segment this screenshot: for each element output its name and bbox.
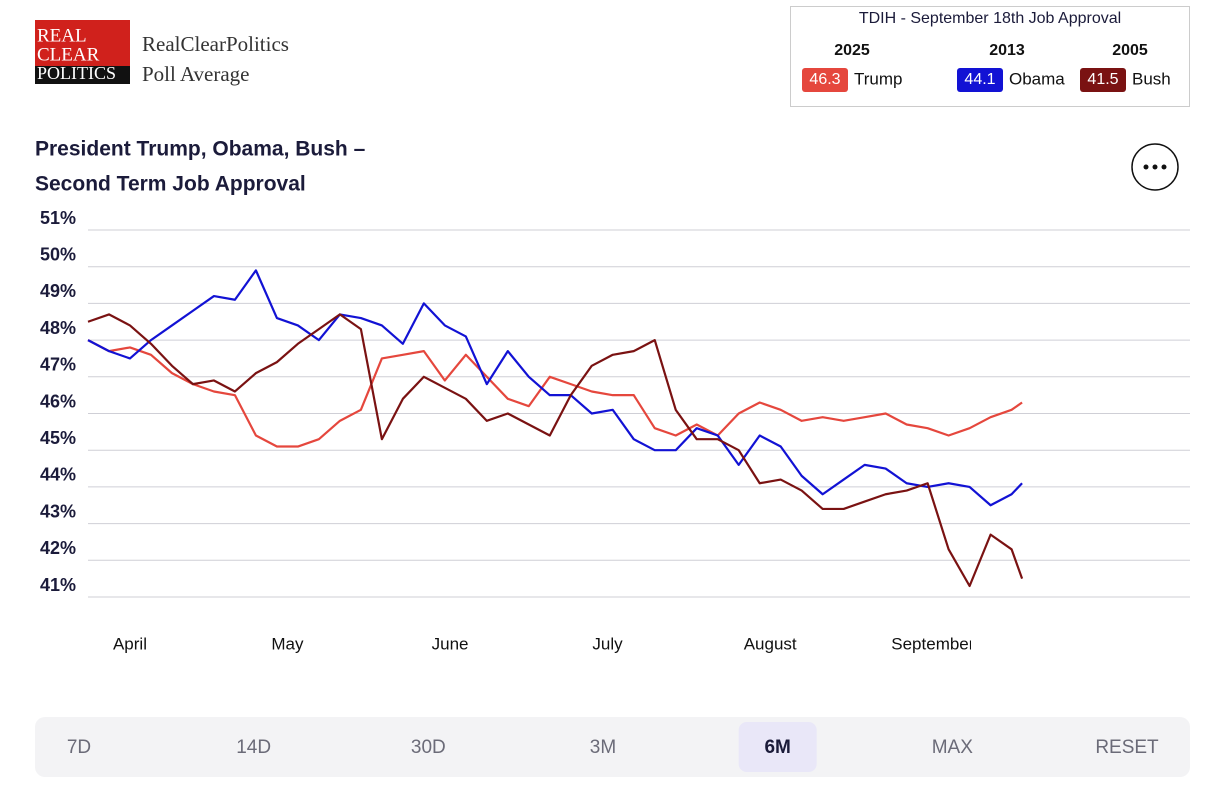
x-tick-label: May bbox=[271, 634, 304, 653]
range-bar bbox=[35, 717, 1190, 777]
logo-word: REAL bbox=[37, 25, 87, 46]
range-button[interactable]: 6M bbox=[764, 737, 790, 758]
site-name: RealClearPolitics bbox=[142, 32, 289, 56]
x-tick-label: September bbox=[891, 634, 974, 653]
y-tick-label: 48% bbox=[40, 318, 76, 338]
x-tick-label: August bbox=[744, 634, 797, 653]
tdih-year: 2025 bbox=[834, 42, 870, 59]
tdih-name: Obama bbox=[1009, 69, 1065, 88]
tdih-pill bbox=[1080, 68, 1126, 92]
tdih-value: 46.3 bbox=[809, 71, 840, 88]
range-button-active[interactable] bbox=[738, 722, 817, 772]
y-tick-label: 46% bbox=[40, 391, 76, 411]
series-line bbox=[87, 339, 1023, 448]
range-button[interactable]: 3M bbox=[590, 737, 616, 758]
menu-dot bbox=[1161, 164, 1167, 170]
range-button[interactable]: MAX bbox=[932, 737, 974, 758]
chart-title: Second Term Job Approval bbox=[35, 173, 306, 196]
tdih-year: 2013 bbox=[989, 42, 1025, 59]
y-tick-label: 49% bbox=[40, 281, 76, 301]
tdih-year: 2005 bbox=[1112, 42, 1148, 59]
menu-dot bbox=[1152, 164, 1158, 170]
tdih-name: Trump bbox=[854, 69, 903, 88]
x-tick-label: April bbox=[113, 634, 147, 653]
range-buttons: 7D 14D 30D 3M 6M MAX RESET bbox=[67, 722, 1159, 772]
x-axis: April May June July August September bbox=[113, 634, 974, 653]
range-button[interactable]: 30D bbox=[411, 737, 446, 758]
y-tick-label: 45% bbox=[40, 428, 76, 448]
range-button[interactable]: 7D bbox=[67, 737, 91, 758]
y-tick-label: 47% bbox=[40, 355, 76, 375]
tdih-title: TDIH - September 18th Job Approval bbox=[859, 10, 1121, 27]
site-subtitle: Poll Average bbox=[142, 62, 250, 86]
y-tick-label: 50% bbox=[40, 244, 76, 264]
y-tick-label: 43% bbox=[40, 501, 76, 521]
tdih-pill bbox=[957, 68, 1003, 92]
y-tick-label: 41% bbox=[40, 575, 76, 595]
tdih-value: 41.5 bbox=[1087, 71, 1118, 88]
chart-title: President Trump, Obama, Bush – bbox=[35, 138, 366, 161]
range-button[interactable]: 14D bbox=[236, 737, 271, 758]
series-line bbox=[87, 269, 1023, 507]
y-tick-label: 51% bbox=[40, 208, 76, 228]
y-tick-label: 44% bbox=[40, 465, 76, 485]
series-line bbox=[87, 313, 1024, 588]
logo-black bbox=[35, 66, 130, 84]
plot: 41% 42% 43% 44% 45% 46% 47% 48% 49% 50% 51% bbox=[40, 208, 1190, 598]
tdih-entries: 2025 46.3 Trump 2013 44.1 Obama 2005 41.5 Bush bbox=[802, 42, 1171, 92]
tdih-value: 44.1 bbox=[964, 71, 995, 88]
x-tick-label: June bbox=[432, 634, 469, 653]
tdih-name: Bush bbox=[1132, 69, 1171, 88]
tdih-pill bbox=[802, 68, 848, 92]
menu-dot bbox=[1143, 164, 1149, 170]
logo-word: CLEAR bbox=[37, 44, 100, 65]
logo-red bbox=[35, 20, 130, 68]
logo-word: POLITICS bbox=[37, 63, 116, 83]
y-tick-label: 42% bbox=[40, 538, 76, 558]
x-tick-label: July bbox=[592, 634, 623, 653]
range-button[interactable]: RESET bbox=[1095, 737, 1159, 758]
